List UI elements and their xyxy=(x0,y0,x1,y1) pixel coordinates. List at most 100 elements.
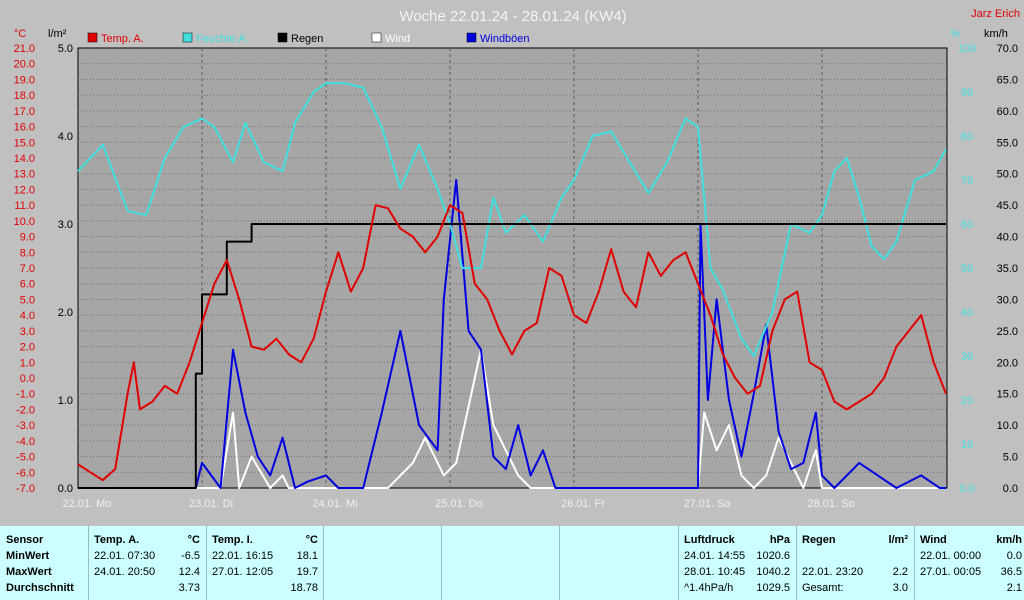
wind-axis-unit: km/h xyxy=(984,28,1008,40)
wind-tick-label: 45.0 xyxy=(997,200,1018,212)
temp-tick-label: -2.0 xyxy=(16,404,35,416)
humidity-tick-label: 70 xyxy=(961,175,973,187)
humidity-tick-label: 100 xyxy=(958,43,976,55)
wind-tick-label: 60.0 xyxy=(997,106,1018,118)
stats-panel: Sensor MinWert MaxWert Durchschnitt Temp… xyxy=(0,526,1024,600)
series-lines xyxy=(77,82,947,489)
temp-tick-label: 19.0 xyxy=(14,74,35,86)
temp-tick-label: 13.0 xyxy=(14,169,35,181)
series-temp-a xyxy=(77,204,947,482)
pressure-max-time: 28.01. 10:45 xyxy=(684,566,746,578)
rain-tick-label: 3.0 xyxy=(58,219,73,231)
sensor-row-label: MinWert xyxy=(6,550,50,562)
series-feuchte-a xyxy=(77,82,947,357)
humidity-tick-label: 10 xyxy=(961,439,973,451)
wind-unit: km/h xyxy=(996,534,1022,546)
stats-divider xyxy=(206,526,207,600)
temp-i-max-time: 27.01. 12:05 xyxy=(212,566,274,578)
temp-tick-label: 4.0 xyxy=(20,310,35,322)
temp-tick-label: 12.0 xyxy=(14,184,35,196)
chart-title: Woche 22.01.24 - 28.01.24 (KW4) xyxy=(399,8,626,25)
wind-tick-label: 10.0 xyxy=(997,420,1018,432)
wind-tick-label: 50.0 xyxy=(997,169,1018,181)
x-tick-label: 24.01. Mi xyxy=(312,498,357,510)
humidity-tick-label: 30 xyxy=(961,351,973,363)
legend: Temp. A. Feuchte A. Regen Wind Windböen xyxy=(87,32,530,45)
temp-a-header: Temp. A. xyxy=(94,534,140,546)
temp-tick-label: 17.0 xyxy=(14,106,35,118)
temp-i-max-value: 19.7 xyxy=(296,566,318,578)
temp-tick-label: 7.0 xyxy=(20,263,35,275)
temp-a-max-value: 12.4 xyxy=(178,566,200,578)
temp-tick-label: 11.0 xyxy=(14,200,35,212)
wind-tick-label: 65.0 xyxy=(997,74,1018,86)
temp-tick-label: 6.0 xyxy=(20,279,35,291)
temp-tick-label: 2.0 xyxy=(20,342,35,354)
wind-tick-label: 5.0 xyxy=(1003,452,1018,464)
x-tick-label: 26.01. Fr xyxy=(561,498,605,510)
temp-a-max-time: 24.01. 20:50 xyxy=(94,566,156,578)
legend-label: Regen xyxy=(291,33,323,45)
temp-tick-label: -4.0 xyxy=(16,436,35,448)
legend-swatch xyxy=(87,32,98,43)
axis-ticks: 21.0 20.0 19.0 18.0 17.0 16.0 15.0 14.0 13.0 12.0… xyxy=(14,43,1018,510)
pressure-min-time: 24.01. 14:55 xyxy=(684,550,746,562)
humidity-tick-label: 60 xyxy=(961,219,973,231)
stats-divider xyxy=(441,526,442,600)
temp-tick-label: -6.0 xyxy=(16,467,35,479)
rain-tick-label: 0.0 xyxy=(58,483,73,495)
x-tick-label: 25.01. Do xyxy=(435,498,483,510)
legend-swatch xyxy=(182,32,193,43)
rain-unit: l/m² xyxy=(888,534,908,546)
temp-a-avg-value: 3.73 xyxy=(178,582,200,594)
author-label: Jarz Erich xyxy=(971,8,1020,20)
sensor-row-label: Durchschnitt xyxy=(6,582,74,594)
wind-tick-label: 55.0 xyxy=(997,137,1018,149)
x-tick-label: 22.01. Mo xyxy=(63,498,112,510)
temp-tick-label: 10.0 xyxy=(14,216,35,228)
temp-tick-label: 15.0 xyxy=(14,137,35,149)
wind-tick-label: 20.0 xyxy=(997,357,1018,369)
temp-tick-label: 20.0 xyxy=(14,59,35,71)
temp-a-min-value: -6.5 xyxy=(181,550,200,562)
wind-max-value: 36.5 xyxy=(1000,566,1022,578)
legend-label: Temp. A. xyxy=(101,33,144,45)
wind-max-time: 27.01. 00:05 xyxy=(920,566,982,578)
rain-total-value: 3.0 xyxy=(892,582,908,594)
humidity-tick-label: 40 xyxy=(961,307,973,319)
legend-label: Feuchte A. xyxy=(196,33,249,45)
temp-tick-label: -3.0 xyxy=(16,420,35,432)
stats-divider xyxy=(88,526,89,600)
legend-label: Windböen xyxy=(480,33,530,45)
pressure-header: Luftdruck xyxy=(684,534,735,546)
temp-i-min-value: 18.1 xyxy=(296,550,318,562)
wind-min-time: 22.01. 00:00 xyxy=(920,550,982,562)
humidity-tick-label: 90 xyxy=(961,87,973,99)
stats-divider xyxy=(559,526,560,600)
rain-tick-label: 4.0 xyxy=(58,131,73,143)
legend-label: Wind xyxy=(385,33,410,45)
wind-tick-label: 25.0 xyxy=(997,326,1018,338)
pressure-avg-value: 1029.5 xyxy=(756,582,790,594)
temp-i-min-time: 22.01. 16:15 xyxy=(212,550,274,562)
series-regen xyxy=(78,223,946,489)
rain-axis-unit: l/m² xyxy=(48,28,67,40)
x-tick-label: 23.01. Di xyxy=(189,498,233,510)
temp-i-header: Temp. I. xyxy=(212,534,253,546)
rain-tick-label: 1.0 xyxy=(58,395,73,407)
humidity-tick-label: 80 xyxy=(961,131,973,143)
temp-a-unit: °C xyxy=(187,534,200,546)
humidity-tick-label: 20 xyxy=(961,395,973,407)
temp-tick-label: -1.0 xyxy=(16,389,35,401)
temp-tick-label: 8.0 xyxy=(20,247,35,259)
wind-tick-label: 15.0 xyxy=(997,389,1018,401)
rain-tick-label: 2.0 xyxy=(58,307,73,319)
temp-tick-label: -7.0 xyxy=(16,483,35,495)
rain-tick-label: 5.0 xyxy=(58,43,73,55)
legend-swatch xyxy=(277,32,288,43)
x-tick-label: 27.01. Sa xyxy=(683,498,731,510)
legend-swatch xyxy=(466,32,477,43)
temp-tick-label: 18.0 xyxy=(14,90,35,102)
humidity-tick-label: 50 xyxy=(961,263,973,275)
rain-header: Regen xyxy=(802,534,836,546)
